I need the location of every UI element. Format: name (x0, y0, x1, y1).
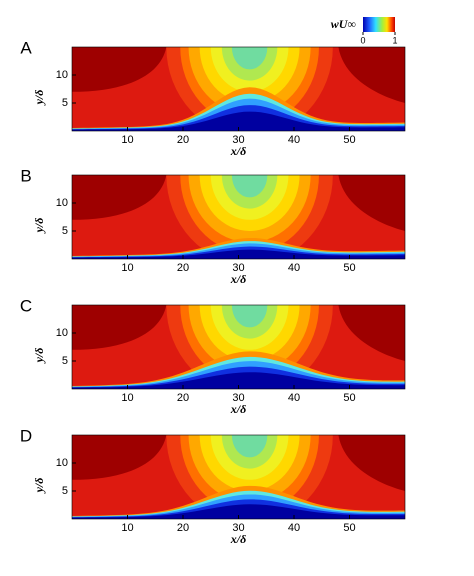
contour-field (72, 175, 405, 259)
y-tick-label: 5 (62, 485, 68, 497)
field (338, 175, 405, 231)
y-axis-label: y/δ (32, 478, 46, 495)
y-tick-label: 5 (62, 225, 68, 237)
contour-field (72, 435, 405, 519)
panel-label: B (20, 166, 31, 185)
contour-field (72, 47, 405, 131)
x-tick-label: 40 (288, 134, 300, 146)
x-tick-label: 20 (177, 262, 189, 274)
x-tick-label: 30 (232, 134, 244, 146)
y-tick-label: 10 (56, 69, 68, 81)
field (72, 249, 405, 259)
colorbar-label: wU∞ (331, 17, 356, 31)
x-tick-label: 30 (232, 262, 244, 274)
x-tick-label: 10 (121, 392, 133, 404)
x-tick-label: 10 (121, 262, 133, 274)
field (338, 305, 405, 361)
panel-label: C (20, 296, 32, 315)
x-tick-label: 30 (232, 522, 244, 534)
x-tick-label: 20 (177, 522, 189, 534)
x-tick-label: 40 (288, 262, 300, 274)
x-tick-label: 50 (343, 392, 355, 404)
field (338, 47, 405, 103)
y-tick-label: 5 (62, 97, 68, 109)
x-tick-label: 10 (121, 522, 133, 534)
x-tick-label: 40 (288, 522, 300, 534)
x-axis-label: x/δ (230, 272, 246, 286)
colorbar (363, 17, 395, 32)
field (231, 47, 268, 70)
field (338, 435, 405, 491)
panel-label: A (20, 38, 32, 57)
field (72, 111, 405, 131)
y-tick-label: 10 (56, 327, 68, 339)
field (72, 372, 405, 389)
field (72, 305, 167, 350)
y-axis-label: y/δ (32, 90, 46, 107)
x-tick-label: 30 (232, 392, 244, 404)
x-axis-label: x/δ (230, 144, 246, 158)
y-axis-label: y/δ (32, 218, 46, 235)
field (231, 435, 268, 458)
y-tick-label: 10 (56, 457, 68, 469)
y-tick-label: 10 (56, 197, 68, 209)
panel-label: D (20, 426, 32, 445)
x-axis-label: x/δ (230, 402, 246, 416)
x-tick-label: 20 (177, 392, 189, 404)
y-tick-label: 5 (62, 355, 68, 367)
colorbar-tick-label: 0 (360, 35, 365, 45)
field (72, 504, 405, 519)
contour-field (72, 305, 405, 389)
x-tick-label: 50 (343, 134, 355, 146)
field (231, 305, 268, 328)
x-tick-label: 50 (343, 262, 355, 274)
field (72, 435, 167, 480)
x-tick-label: 50 (343, 522, 355, 534)
x-tick-label: 20 (177, 134, 189, 146)
field (231, 175, 268, 198)
x-tick-label: 10 (121, 134, 133, 146)
x-axis-label: x/δ (230, 532, 246, 546)
colorbar-tick-label: 1 (392, 35, 397, 45)
field (72, 175, 167, 220)
field (72, 47, 167, 92)
y-axis-label: y/δ (32, 348, 46, 365)
x-tick-label: 40 (288, 392, 300, 404)
